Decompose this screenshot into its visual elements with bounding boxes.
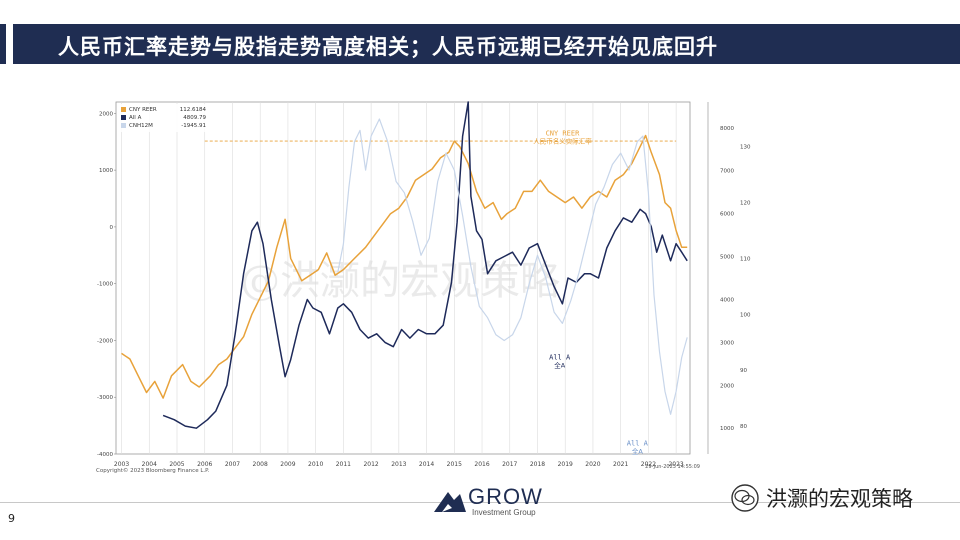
series-line-cnh12m (337, 118, 688, 415)
chart-timestamp: 29-Jun-2023 14:55:09 (645, 464, 700, 470)
y-right-outer-tick-label: 3000 (720, 340, 734, 346)
annotation-sublabel: 人民币名义实际汇率 (533, 137, 592, 146)
legend-swatch (121, 123, 126, 128)
x-tick-label: 2022 (641, 461, 656, 468)
x-tick-label: 2021 (613, 461, 628, 468)
legend-label: All A (129, 115, 142, 121)
x-tick-label: 2023 (668, 461, 683, 468)
y-right-inner-tick-label: 100 (740, 312, 751, 318)
y-left-tick-label: -4000 (97, 452, 113, 458)
x-tick-label: 2007 (225, 461, 240, 468)
y-right-inner-tick-label: 90 (740, 368, 747, 374)
legend-label: CNH12M (129, 123, 153, 129)
x-tick-label: 2013 (391, 461, 406, 468)
x-tick-label: 2018 (530, 461, 545, 468)
x-tick-label: 2020 (585, 461, 600, 468)
annotation-label: All A (627, 439, 649, 447)
logo-subtitle: Investment Group (472, 508, 536, 517)
x-tick-label: 2003 (114, 461, 129, 468)
y-right-inner-tick-label: 120 (740, 201, 751, 207)
plot-area (115, 101, 691, 455)
wechat-account: 洪灏的宏观策略 (730, 481, 950, 517)
x-tick-label: 2015 (447, 461, 462, 468)
x-tick-label: 2005 (169, 461, 184, 468)
grow-logo: GROW Investment Group (432, 484, 542, 524)
wechat-account-name: 洪灏的宏观策略 (766, 487, 913, 511)
y-right-inner-tick-label: 130 (740, 145, 751, 151)
y-right-outer-tick-label: 7000 (720, 169, 734, 175)
grow-logo-icon (434, 492, 466, 512)
x-tick-label: 2017 (502, 461, 517, 468)
x-tick-label: 2019 (558, 461, 573, 468)
page-number: 9 (8, 512, 15, 525)
legend-label: CNY REER (129, 107, 157, 113)
watermark: @洪灏的宏观策略 (240, 258, 560, 304)
y-left-tick-label: 0 (110, 225, 114, 231)
x-tick-label: 2016 (474, 461, 489, 468)
y-left-tick-label: -3000 (97, 395, 113, 401)
y-right-inner-tick-label: 80 (740, 424, 747, 430)
legend-box (118, 104, 210, 132)
x-tick-label: 2009 (280, 461, 295, 468)
wechat-icon (731, 484, 759, 512)
slide-title: 人民币汇率走势与股指走势高度相关；人民币远期已经开始见底回升 (58, 35, 718, 59)
title-bar (13, 24, 960, 64)
y-right-outer-tick-label: 4000 (720, 297, 734, 303)
y-left-tick-label: 2000 (99, 111, 113, 117)
x-tick-label: 2008 (253, 461, 268, 468)
legend-swatch (121, 115, 126, 120)
annotation-sublabel: 全A (554, 361, 566, 370)
y-right-outer-tick-label: 5000 (720, 255, 734, 261)
x-tick-label: 2004 (142, 461, 157, 468)
title-accent-bar (0, 24, 6, 64)
legend-value: -1945.91 (181, 123, 206, 129)
x-tick-label: 2014 (419, 461, 434, 468)
y-left-tick-label: -1000 (97, 282, 113, 288)
x-tick-label: 2006 (197, 461, 212, 468)
annotation-sublabel: 全A (632, 446, 644, 455)
y-right-outer-tick-label: 6000 (720, 212, 734, 218)
y-right-outer-tick-label: 1000 (720, 426, 734, 432)
series-line-all-a (162, 101, 688, 429)
y-left-tick-label: 1000 (99, 168, 113, 174)
legend-value: 112.6184 (180, 107, 207, 113)
y-right-inner-tick-label: 110 (740, 256, 751, 262)
x-tick-label: 2011 (336, 461, 351, 468)
legend-swatch (121, 107, 126, 112)
x-tick-label: 2010 (308, 461, 323, 468)
annotation-label: CNY REER (546, 130, 581, 138)
legend-value: 4809.79 (183, 115, 206, 121)
chart-copyright: Copyright© 2023 Bloomberg Finance L.P. (96, 467, 210, 474)
x-tick-label: 2012 (363, 461, 378, 468)
y-right-outer-tick-label: 8000 (720, 126, 734, 132)
logo-word: GROW (468, 484, 543, 509)
series-line-cny-reer (121, 134, 688, 399)
annotation-label: All A (549, 354, 571, 362)
footer-divider (0, 502, 960, 503)
chart: 2003 2004 2005 2006 2007 2008 2009 2010 2011 2012… (96, 101, 751, 474)
y-right-outer-tick-label: 2000 (720, 383, 734, 389)
y-left-tick-label: -2000 (97, 338, 113, 344)
